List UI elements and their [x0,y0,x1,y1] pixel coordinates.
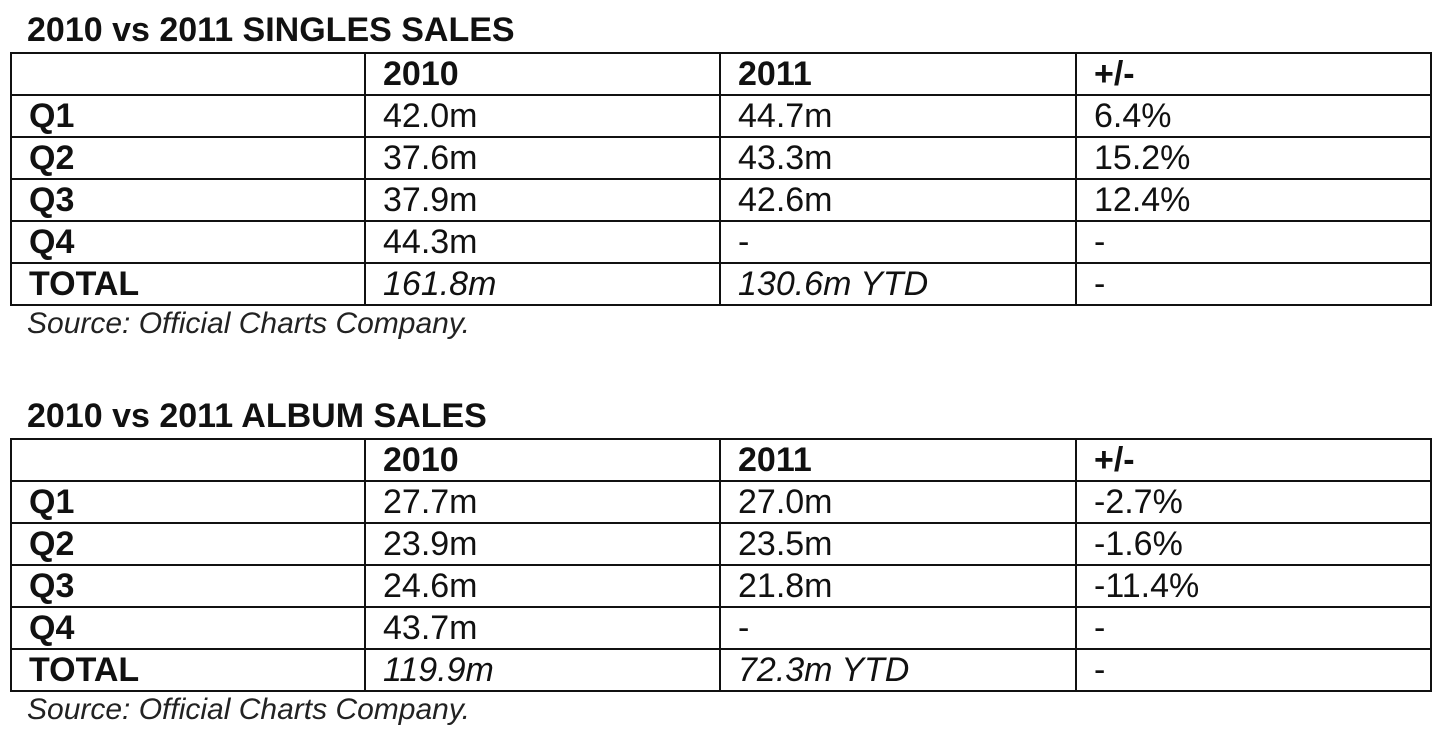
table-row: Q4 44.3m - - [10,220,1432,264]
album-sales-section: 2010 vs 2011 ALBUM SALES 2010 2011 +/- Q… [10,396,1432,728]
row-label: Q2 [10,522,366,566]
cell-2010: 27.7m [364,480,721,524]
row-label: Q4 [10,606,366,650]
cell-2011: 23.5m [719,522,1077,566]
cell-2011: - [719,220,1077,264]
cell-2010: 37.6m [364,136,721,180]
cell-2010: 37.9m [364,178,721,222]
header-cell-2010: 2010 [364,438,721,482]
cell-2011: 42.6m [719,178,1077,222]
cell-change: - [1075,606,1432,650]
table-total-row: TOTAL 119.9m 72.3m YTD - [10,648,1432,692]
cell-2011: 130.6m YTD [719,262,1077,306]
table-row: Q2 37.6m 43.3m 15.2% [10,136,1432,180]
header-cell-blank [10,438,366,482]
singles-sales-title: 2010 vs 2011 SINGLES SALES [27,11,515,49]
table-row: Q3 24.6m 21.8m -11.4% [10,564,1432,608]
row-label: TOTAL [10,648,366,692]
cell-2010: 23.9m [364,522,721,566]
cell-2010: 43.7m [364,606,721,650]
cell-2011: 72.3m YTD [719,648,1077,692]
table-row: Q4 43.7m - - [10,606,1432,650]
cell-change: -1.6% [1075,522,1432,566]
cell-change: 15.2% [1075,136,1432,180]
cell-2010: 24.6m [364,564,721,608]
cell-2010: 161.8m [364,262,721,306]
header-cell-blank [10,52,366,96]
row-label: Q4 [10,220,366,264]
cell-change: - [1075,648,1432,692]
album-sales-title: 2010 vs 2011 ALBUM SALES [27,397,487,435]
source-note: Source: Official Charts Company. [27,307,470,340]
table-row: Q1 42.0m 44.7m 6.4% [10,94,1432,138]
table-total-row: TOTAL 161.8m 130.6m YTD - [10,262,1432,306]
row-label: Q1 [10,94,366,138]
cell-change: 12.4% [1075,178,1432,222]
row-label: Q2 [10,136,366,180]
table-row: Q2 23.9m 23.5m -1.6% [10,522,1432,566]
cell-change: -2.7% [1075,480,1432,524]
header-cell-change: +/- [1075,52,1432,96]
table-row: Q1 27.7m 27.0m -2.7% [10,480,1432,524]
cell-change: -11.4% [1075,564,1432,608]
cell-2011: 43.3m [719,136,1077,180]
cell-2011: 44.7m [719,94,1077,138]
cell-2010: 44.3m [364,220,721,264]
header-cell-2011: 2011 [719,52,1077,96]
header-cell-change: +/- [1075,438,1432,482]
row-label: TOTAL [10,262,366,306]
cell-change: - [1075,220,1432,264]
singles-sales-section: 2010 vs 2011 SINGLES SALES 2010 2011 +/-… [10,10,1432,342]
album-sales-table: 2010 2011 +/- Q1 27.7m 27.0m -2.7% Q2 23… [10,438,1432,692]
singles-sales-table: 2010 2011 +/- Q1 42.0m 44.7m 6.4% Q2 37.… [10,52,1432,306]
header-cell-2010: 2010 [364,52,721,96]
cell-change: 6.4% [1075,94,1432,138]
cell-2010: 42.0m [364,94,721,138]
source-note: Source: Official Charts Company. [27,693,470,726]
cell-2010: 119.9m [364,648,721,692]
cell-2011: - [719,606,1077,650]
row-label: Q3 [10,564,366,608]
cell-2011: 21.8m [719,564,1077,608]
row-label: Q3 [10,178,366,222]
cell-change: - [1075,262,1432,306]
table-header-row: 2010 2011 +/- [10,52,1432,96]
row-label: Q1 [10,480,366,524]
cell-2011: 27.0m [719,480,1077,524]
table-header-row: 2010 2011 +/- [10,438,1432,482]
table-row: Q3 37.9m 42.6m 12.4% [10,178,1432,222]
header-cell-2011: 2011 [719,438,1077,482]
